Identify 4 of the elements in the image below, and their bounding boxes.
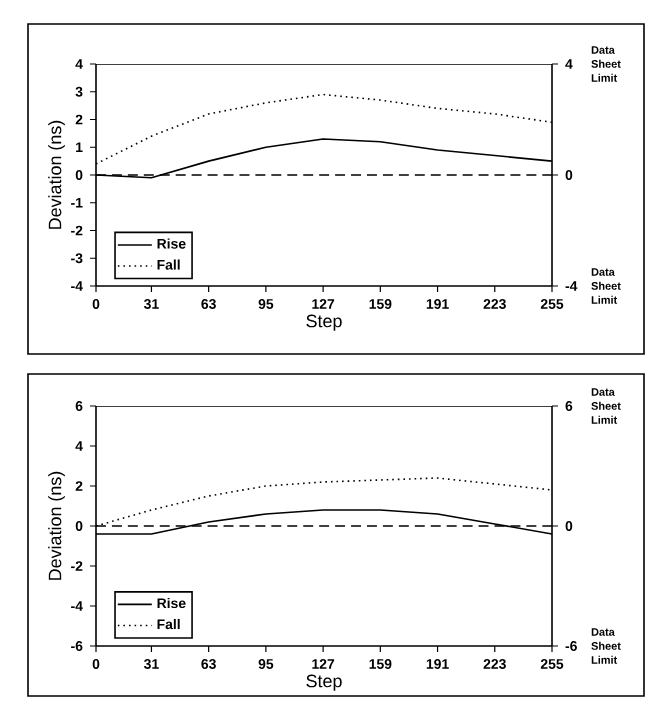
y-axis-title: Deviation (ns) [48,120,65,229]
x-axis-title: Step [306,314,342,331]
x-axis-title: Step [306,674,342,691]
y-axis-title: Deviation (ns) [48,471,65,580]
